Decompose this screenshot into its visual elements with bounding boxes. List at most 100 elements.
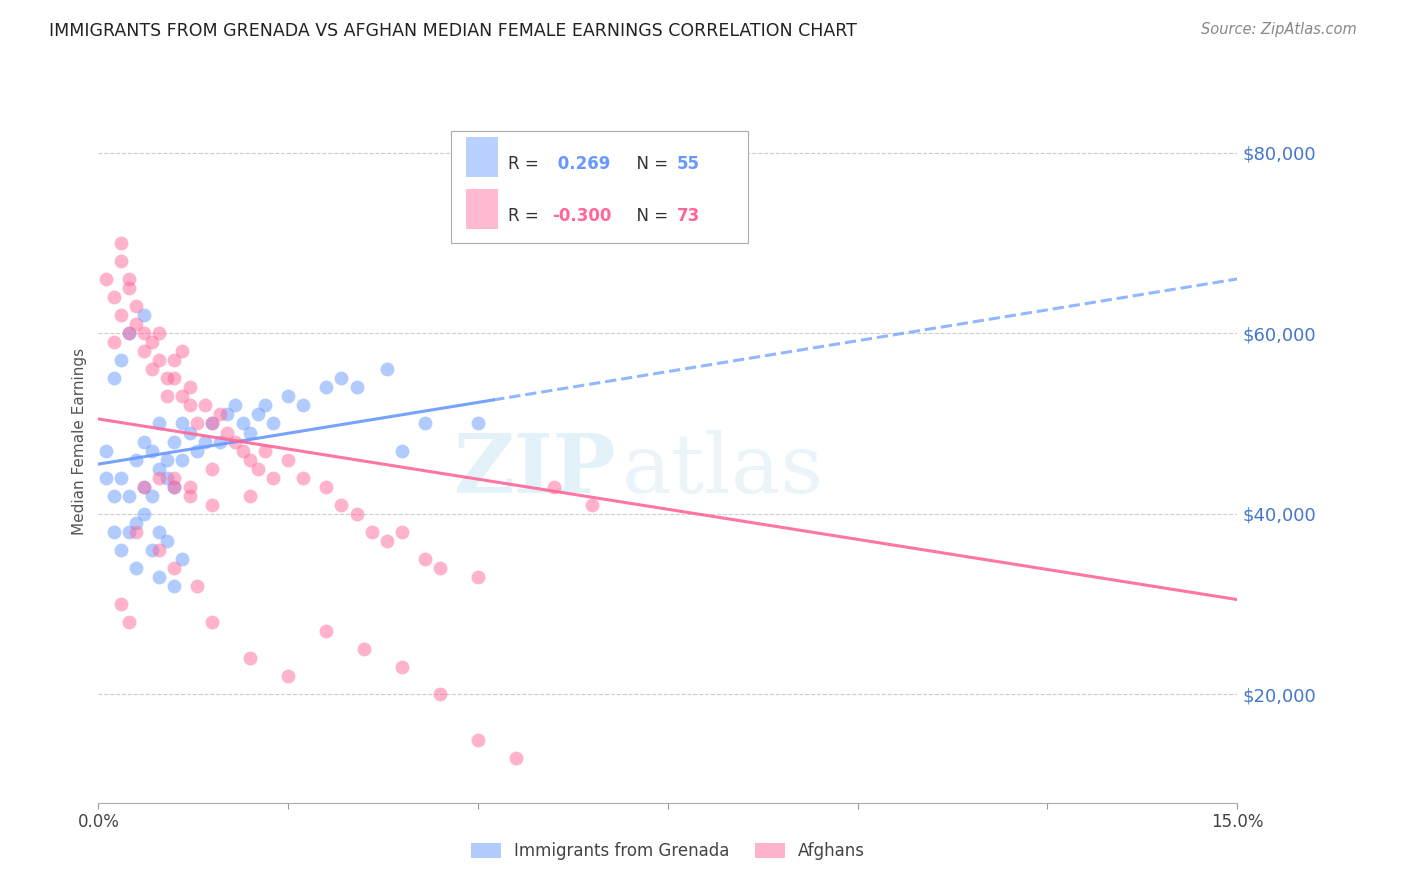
Point <box>208 434 231 449</box>
Point <box>141 489 163 503</box>
FancyBboxPatch shape <box>467 137 498 177</box>
Point <box>232 417 254 431</box>
Point <box>156 389 179 403</box>
Point <box>179 489 201 503</box>
Point <box>103 371 125 385</box>
Point <box>156 371 179 385</box>
Point <box>186 443 208 458</box>
Point <box>239 651 262 665</box>
Point <box>103 290 125 304</box>
Point <box>156 533 179 548</box>
Point <box>148 353 170 368</box>
Point <box>110 253 132 268</box>
Point <box>315 480 337 494</box>
Point <box>118 489 141 503</box>
Point <box>110 308 132 322</box>
Point <box>94 272 117 286</box>
Point <box>217 425 239 440</box>
Point <box>186 417 208 431</box>
Point <box>103 335 125 350</box>
Point <box>239 452 262 467</box>
Point <box>110 470 132 484</box>
Point <box>413 417 436 431</box>
Point <box>163 480 186 494</box>
Point <box>163 480 186 494</box>
Text: ZIP: ZIP <box>454 431 617 510</box>
Point <box>132 507 155 521</box>
Point <box>262 470 284 484</box>
Text: N =: N = <box>626 207 673 225</box>
Text: N =: N = <box>626 155 673 173</box>
Point <box>118 615 141 630</box>
Point <box>254 443 277 458</box>
Point <box>179 398 201 412</box>
Point <box>375 362 398 376</box>
Point <box>125 317 148 331</box>
Point <box>346 507 368 521</box>
Text: IMMIGRANTS FROM GRENADA VS AFGHAN MEDIAN FEMALE EARNINGS CORRELATION CHART: IMMIGRANTS FROM GRENADA VS AFGHAN MEDIAN… <box>49 22 858 40</box>
Point <box>391 660 413 674</box>
Text: R =: R = <box>509 155 544 173</box>
Point <box>156 452 179 467</box>
Legend: Immigrants from Grenada, Afghans: Immigrants from Grenada, Afghans <box>464 836 872 867</box>
Point <box>179 480 201 494</box>
Point <box>110 542 132 557</box>
Point <box>201 615 224 630</box>
Point <box>277 669 299 683</box>
Point <box>429 687 451 701</box>
Point <box>118 326 141 340</box>
Point <box>246 461 269 475</box>
Point <box>141 335 163 350</box>
Point <box>132 480 155 494</box>
Point <box>148 326 170 340</box>
Point <box>141 362 163 376</box>
Point <box>467 570 489 584</box>
Point <box>467 732 489 747</box>
Point <box>148 542 170 557</box>
Point <box>118 281 141 295</box>
Point <box>170 417 193 431</box>
Point <box>262 417 284 431</box>
Point <box>467 417 489 431</box>
Point <box>132 480 155 494</box>
Point <box>391 443 413 458</box>
Point <box>239 425 262 440</box>
Point <box>186 579 208 593</box>
Point <box>163 371 186 385</box>
Point <box>194 398 217 412</box>
Point <box>103 489 125 503</box>
Point <box>232 443 254 458</box>
Point <box>201 461 224 475</box>
Point <box>277 452 299 467</box>
Point <box>163 434 186 449</box>
Point <box>163 561 186 575</box>
Point <box>125 561 148 575</box>
Point <box>179 425 201 440</box>
Text: 0.269: 0.269 <box>551 155 610 173</box>
Point <box>148 461 170 475</box>
Point <box>163 353 186 368</box>
Point <box>148 470 170 484</box>
Point <box>201 417 224 431</box>
Point <box>148 524 170 539</box>
Point <box>132 326 155 340</box>
Point <box>110 353 132 368</box>
Point <box>141 443 163 458</box>
Point <box>148 417 170 431</box>
Point <box>224 434 246 449</box>
Point <box>94 470 117 484</box>
Point <box>132 434 155 449</box>
Point <box>110 235 132 250</box>
Point <box>141 542 163 557</box>
Point <box>208 408 231 422</box>
Point <box>330 498 353 512</box>
Text: 73: 73 <box>676 207 700 225</box>
Point <box>581 498 603 512</box>
Point <box>543 480 565 494</box>
Point <box>118 272 141 286</box>
Point <box>315 380 337 394</box>
Point <box>125 516 148 530</box>
Point <box>505 750 527 764</box>
Point <box>254 398 277 412</box>
Point <box>163 579 186 593</box>
